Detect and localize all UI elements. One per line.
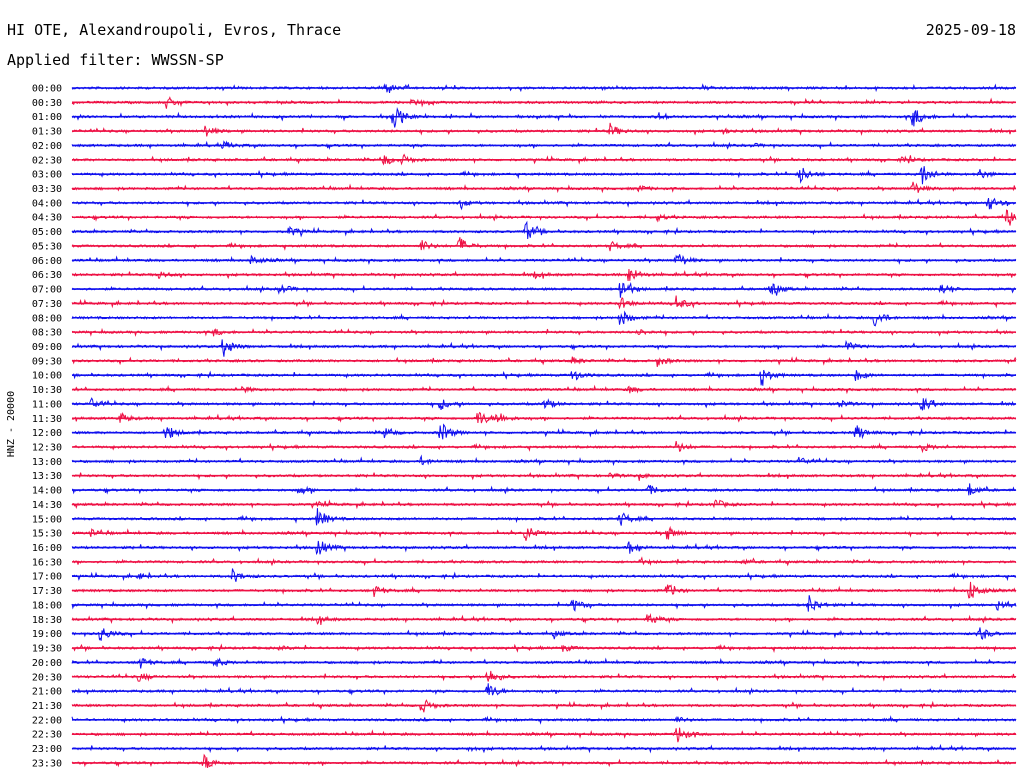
time-tick-label: 20:00 bbox=[32, 658, 62, 669]
time-tick-label: 08:30 bbox=[32, 328, 62, 339]
seismic-trace-0930 bbox=[71, 356, 1017, 367]
time-tick-label: 14:00 bbox=[32, 486, 62, 497]
time-tick-label: 16:30 bbox=[32, 557, 62, 568]
time-tick-label: 11:30 bbox=[32, 414, 62, 425]
seismic-trace-2330 bbox=[71, 753, 1017, 768]
seismic-trace-1800 bbox=[71, 595, 1017, 612]
trace-group bbox=[71, 83, 1017, 768]
time-tick-label: 04:00 bbox=[32, 198, 62, 209]
seismic-trace-2000 bbox=[71, 657, 1017, 669]
time-tick-label: 03:30 bbox=[32, 184, 62, 195]
seismic-trace-1000 bbox=[71, 369, 1017, 386]
time-tick-label: 01:00 bbox=[32, 112, 62, 123]
filter-label: Applied filter: WWSSN-SP bbox=[7, 51, 224, 69]
seismic-trace-0130 bbox=[71, 122, 1017, 137]
time-tick-label: 13:00 bbox=[32, 457, 62, 468]
seismic-trace-0730 bbox=[71, 295, 1017, 310]
time-tick-label: 21:00 bbox=[32, 687, 62, 698]
time-tick-label: 01:30 bbox=[32, 127, 62, 138]
tick-label-group: 00:00 00:30 01:00 01:30 02:00 02:30 03:00 03:30… bbox=[32, 84, 62, 770]
station-title: HI OTE, Alexandroupoli, Evros, Thrace bbox=[7, 21, 342, 39]
time-tick-label: 10:30 bbox=[32, 385, 62, 396]
seismic-trace-0330 bbox=[71, 181, 1017, 194]
time-tick-label: 19:00 bbox=[32, 629, 62, 640]
seismic-trace-2100 bbox=[71, 683, 1017, 696]
seismic-trace-0530 bbox=[71, 237, 1017, 252]
seismic-trace-0100 bbox=[71, 107, 1017, 128]
time-tick-label: 15:00 bbox=[32, 514, 62, 525]
time-tick-label: 21:30 bbox=[32, 701, 62, 712]
time-tick-label: 22:30 bbox=[32, 730, 62, 741]
seismic-trace-0700 bbox=[71, 281, 1017, 298]
time-tick-label: 09:30 bbox=[32, 356, 62, 367]
time-tick-label: 13:30 bbox=[32, 471, 62, 482]
time-tick-label: 03:00 bbox=[32, 170, 62, 181]
time-tick-label: 05:00 bbox=[32, 227, 62, 238]
time-tick-label: 08:00 bbox=[32, 313, 62, 324]
time-tick-label: 14:30 bbox=[32, 500, 62, 511]
time-tick-label: 12:30 bbox=[32, 443, 62, 454]
time-tick-label: 12:00 bbox=[32, 428, 62, 439]
seismic-trace-0300 bbox=[71, 166, 1017, 185]
time-tick-label: 04:30 bbox=[32, 213, 62, 224]
seismic-trace-0800 bbox=[71, 310, 1017, 327]
time-tick-label: 05:30 bbox=[32, 241, 62, 252]
seismic-trace-1330 bbox=[71, 470, 1017, 481]
seismic-trace-1300 bbox=[71, 454, 1017, 467]
time-tick-label: 11:00 bbox=[32, 399, 62, 410]
time-tick-label: 02:30 bbox=[32, 155, 62, 166]
time-tick-label: 18:30 bbox=[32, 615, 62, 626]
seismic-trace-1530 bbox=[71, 525, 1017, 541]
time-tick-label: 07:30 bbox=[32, 299, 62, 310]
seismic-trace-0900 bbox=[71, 339, 1017, 357]
time-tick-label: 16:00 bbox=[32, 543, 62, 554]
time-tick-label: 00:30 bbox=[32, 98, 62, 109]
seismic-trace-0600 bbox=[71, 254, 1017, 266]
time-tick-label: 17:30 bbox=[32, 586, 62, 597]
seismic-trace-0500 bbox=[71, 220, 1017, 240]
time-tick-label: 10:00 bbox=[32, 371, 62, 382]
time-tick-label: 20:30 bbox=[32, 672, 62, 683]
time-tick-label: 02:00 bbox=[32, 141, 62, 152]
seismic-trace-1700 bbox=[71, 568, 1017, 582]
time-tick-label: 22:00 bbox=[32, 715, 62, 726]
time-tick-label: 19:30 bbox=[32, 644, 62, 655]
seismic-trace-1500 bbox=[71, 508, 1017, 526]
time-tick-label: 07:00 bbox=[32, 285, 62, 296]
time-tick-label: 06:30 bbox=[32, 270, 62, 281]
time-tick-label: 23:00 bbox=[32, 744, 62, 755]
y-axis-label: HNZ - 20000 bbox=[6, 391, 17, 457]
time-tick-label: 23:30 bbox=[32, 758, 62, 769]
time-tick-label: 15:30 bbox=[32, 529, 62, 540]
time-tick-label: 18:00 bbox=[32, 600, 62, 611]
time-tick-label: 06:00 bbox=[32, 256, 62, 267]
time-tick-label: 00:00 bbox=[32, 84, 62, 95]
time-tick-label: 09:00 bbox=[32, 342, 62, 353]
date-label: 2025-09-18 bbox=[925, 21, 1016, 39]
time-tick-label: 17:00 bbox=[32, 572, 62, 583]
